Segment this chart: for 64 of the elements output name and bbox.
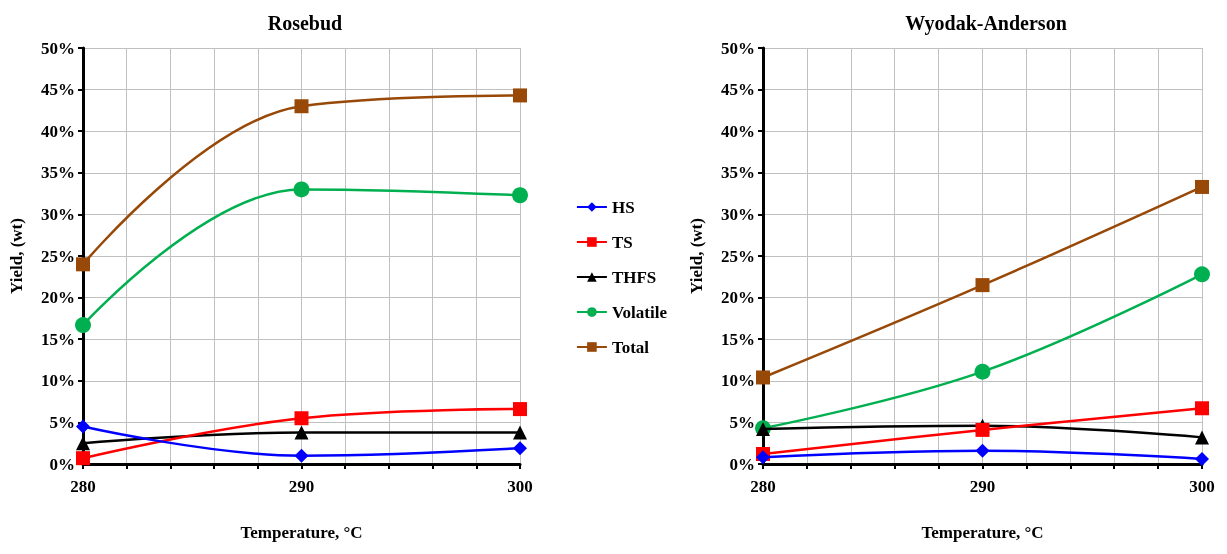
- point: [1195, 179, 1209, 194]
- point: [294, 99, 309, 114]
- point: [1195, 401, 1209, 416]
- y-tick-label: 25%: [721, 246, 755, 266]
- y-tick-label: 0%: [729, 454, 755, 474]
- y-tick-label: 10%: [721, 371, 755, 391]
- y-tick-label: 20%: [41, 288, 75, 308]
- legend-label: THFS: [611, 267, 657, 287]
- y-tick-label: 40%: [721, 121, 755, 141]
- point: [513, 402, 527, 417]
- y-tick-label: 30%: [721, 204, 755, 224]
- y-axis-title: Yield, (wt): [7, 218, 26, 294]
- y-tick-label: 5%: [49, 412, 75, 432]
- y-tick-label: 15%: [41, 329, 75, 349]
- y-tick-label: 50%: [41, 38, 75, 58]
- chart-title: Wyodak-Anderson: [905, 12, 1067, 35]
- y-tick-label: 45%: [41, 80, 75, 100]
- x-tick-label: 300: [1189, 477, 1215, 496]
- point: [76, 257, 90, 272]
- point: [76, 451, 90, 466]
- point: [975, 422, 990, 437]
- x-tick-label: 280: [750, 477, 776, 496]
- y-tick-label: 20%: [721, 288, 755, 308]
- y-tick-label: 5%: [729, 412, 755, 432]
- point: [974, 363, 991, 380]
- y-tick-label: 0%: [49, 454, 75, 474]
- chart-title: Rosebud: [267, 12, 343, 34]
- x-axis-title: Temperature, °C: [240, 523, 363, 542]
- point: [512, 187, 528, 204]
- legend-label: TS: [611, 232, 633, 252]
- point: [513, 425, 527, 440]
- x-tick-label: 290: [288, 477, 315, 496]
- x-tick-label: 280: [70, 477, 96, 496]
- y-tick-label: 40%: [41, 121, 75, 141]
- point: [975, 278, 990, 293]
- point: [975, 443, 990, 458]
- y-tick-label: 25%: [41, 246, 75, 266]
- y-tick-label: 30%: [41, 204, 75, 224]
- legend-label: Volatile: [611, 302, 668, 322]
- point: [1194, 266, 1210, 283]
- point: [76, 419, 90, 434]
- point: [294, 448, 309, 463]
- point: [513, 88, 527, 103]
- legend-label: HS: [611, 197, 635, 217]
- y-tick-label: 10%: [41, 371, 75, 391]
- point: [294, 425, 309, 440]
- point: [75, 317, 91, 334]
- point: [294, 411, 309, 426]
- y-axis-title: Yield, (wt): [687, 218, 706, 294]
- y-tick-label: 50%: [721, 38, 755, 58]
- legend-label: Total: [611, 337, 650, 357]
- point: [513, 441, 527, 456]
- x-tick-label: 290: [969, 477, 996, 496]
- y-tick-label: 35%: [721, 163, 755, 183]
- point: [756, 370, 770, 385]
- y-tick-label: 15%: [721, 329, 755, 349]
- x-axis-title: Temperature, °C: [921, 523, 1044, 542]
- point: [1195, 452, 1209, 467]
- point: [1195, 430, 1209, 445]
- x-tick-label: 300: [507, 477, 533, 496]
- point: [293, 181, 310, 198]
- y-tick-label: 35%: [41, 163, 75, 183]
- y-tick-label: 45%: [721, 80, 755, 100]
- point: [76, 436, 90, 451]
